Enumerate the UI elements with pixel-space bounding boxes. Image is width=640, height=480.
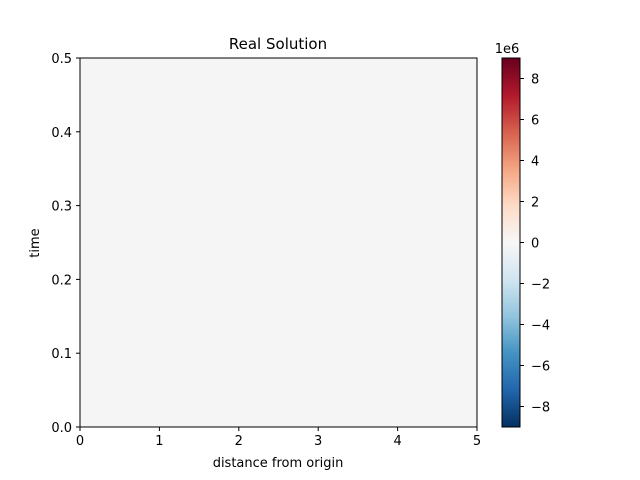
x-axis-label: distance from origin xyxy=(213,456,344,471)
colorbar-tick-label: −4 xyxy=(531,319,550,334)
y-tick-label: 0.4 xyxy=(51,126,72,141)
colorbar xyxy=(501,57,521,428)
colorbar-tick-label: −6 xyxy=(531,360,550,375)
colorbar-tick-label: 6 xyxy=(531,114,539,129)
y-tick-label: 0.0 xyxy=(51,421,72,436)
y-tick-label: 0.3 xyxy=(51,200,72,215)
x-tick-label: 5 xyxy=(473,434,481,449)
chart-title: Real Solution xyxy=(229,35,327,53)
x-tick-label: 4 xyxy=(393,434,401,449)
x-tick-label: 3 xyxy=(314,434,322,449)
y-tick-label: 0.1 xyxy=(51,347,72,362)
colorbar-tick-label: 4 xyxy=(531,155,539,170)
x-axis: 0 1 2 3 4 5 xyxy=(76,427,481,449)
colorbar-tick-label: −2 xyxy=(531,278,550,293)
colorbar-scale-label: 1e6 xyxy=(495,42,520,57)
colorbar-tick-label: 8 xyxy=(531,73,539,88)
y-axis: 0.0 0.1 0.2 0.3 0.4 0.5 xyxy=(51,52,80,436)
colorbar-tick-label: 0 xyxy=(531,237,539,252)
x-tick-label: 2 xyxy=(235,434,243,449)
x-tick-label: 0 xyxy=(76,434,84,449)
colorbar-tick-label: −8 xyxy=(531,401,550,416)
y-tick-label: 0.5 xyxy=(51,52,72,67)
y-axis-label: time xyxy=(28,228,43,257)
heatmap-field xyxy=(80,58,477,427)
x-tick-label: 1 xyxy=(155,434,163,449)
y-tick-label: 0.2 xyxy=(51,273,72,288)
plot-frame xyxy=(79,57,478,428)
colorbar-tick-label: 2 xyxy=(531,196,539,211)
colorbar-ticks: −8 −6 −4 −2 0 2 4 6 8 xyxy=(520,73,550,416)
